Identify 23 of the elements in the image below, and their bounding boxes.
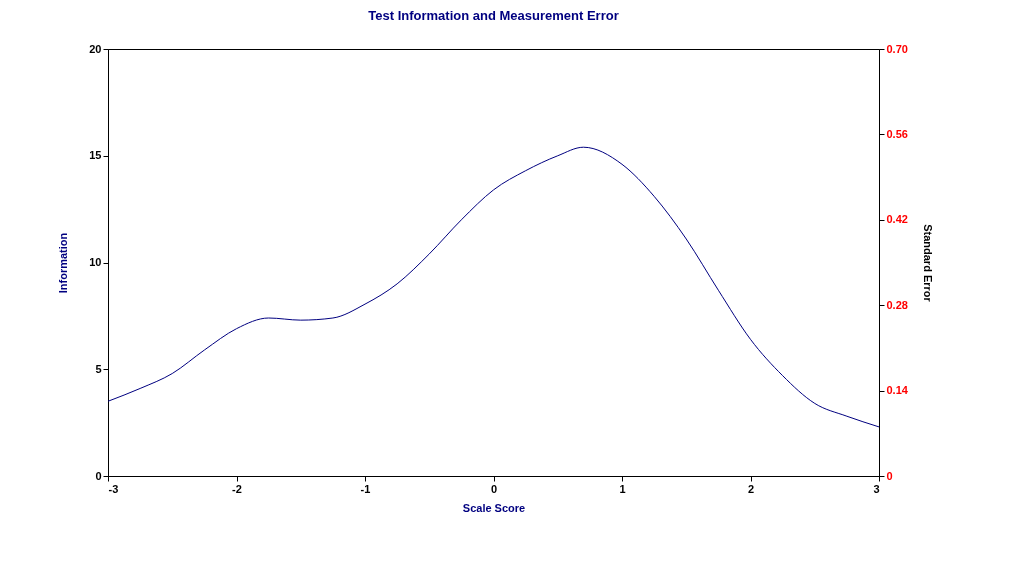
y2-axis-title: Standard Error bbox=[921, 224, 934, 303]
x-axis-title: Scale Score bbox=[462, 501, 526, 514]
y-tick-label: 0 bbox=[95, 469, 102, 482]
x-tick-label: -1 bbox=[360, 482, 371, 495]
x-tick-label: -3 bbox=[108, 482, 119, 495]
x-tick-label: 0 bbox=[490, 482, 498, 495]
y-tick-label: 15 bbox=[89, 149, 102, 162]
y-tick-label: 5 bbox=[95, 362, 102, 375]
y2-tick-label: 0.70 bbox=[886, 42, 908, 55]
y2-tick-label: 0.56 bbox=[886, 127, 908, 140]
y2-tick-label: 0.28 bbox=[886, 298, 908, 311]
x-tick-label: 1 bbox=[619, 482, 626, 495]
y-axis-title: Information bbox=[57, 232, 70, 294]
y2-tick-label: 0 bbox=[886, 469, 893, 482]
x-tick-label: -2 bbox=[232, 482, 242, 495]
y2-tick-label: 0.42 bbox=[886, 213, 908, 226]
x-tick-label: 3 bbox=[873, 482, 880, 495]
line-series bbox=[107, 146, 880, 428]
y-tick-label: 10 bbox=[89, 256, 102, 268]
chart-title: Test Information and Measurement Error bbox=[368, 8, 619, 23]
y-tick-label: 20 bbox=[89, 42, 102, 55]
y2-tick-label: 0.14 bbox=[886, 384, 909, 397]
x-tick-label: 2 bbox=[747, 482, 755, 495]
